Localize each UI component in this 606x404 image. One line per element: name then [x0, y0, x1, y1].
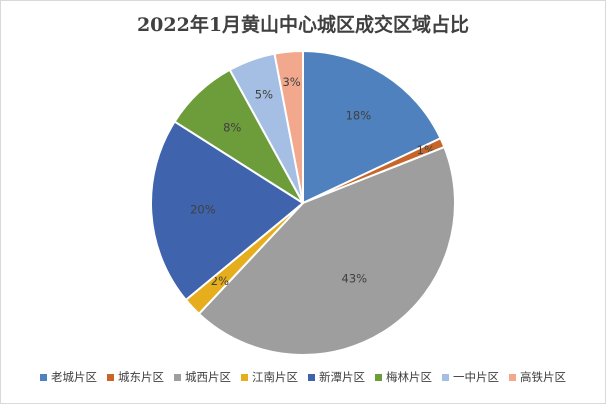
- chart-legend: 老城片区 城东片区 城西片区 江南片区 新潭片区 梅林片区 一中片区 高铁片区: [0, 369, 606, 385]
- slice-label-4: 2%: [211, 274, 229, 288]
- legend-item-8: 高铁片区: [509, 369, 566, 385]
- legend-item-1: 老城片区: [40, 369, 97, 385]
- legend-item-6: 梅林片区: [375, 369, 432, 385]
- legend-label: 梅林片区: [386, 370, 432, 384]
- legend-swatch: [241, 373, 248, 381]
- slice-label-6: 8%: [223, 121, 241, 135]
- legend-swatch: [174, 373, 181, 381]
- chart-title: 2022年1月黄山中心城区成交区域占比: [136, 14, 470, 36]
- legend-label: 一中片区: [453, 370, 499, 384]
- legend-item-4: 江南片区: [241, 369, 298, 385]
- pie-slice-1: [302, 49, 442, 205]
- pie-slice-5: [150, 120, 305, 302]
- legend-label: 高铁片区: [520, 370, 566, 384]
- legend-item-5: 新潭片区: [308, 369, 365, 385]
- legend-swatch: [509, 373, 516, 381]
- slice-label-7: 5%: [255, 87, 273, 101]
- legend-swatch: [442, 373, 449, 381]
- legend-label: 城西片区: [185, 370, 231, 384]
- legend-label: 江南片区: [252, 370, 298, 384]
- legend-label: 城东片区: [118, 370, 164, 384]
- slice-label-8: 3%: [282, 75, 300, 89]
- legend-swatch: [107, 373, 114, 381]
- slice-label-5: 20%: [190, 202, 216, 216]
- legend-item-7: 一中片区: [442, 369, 499, 385]
- pie-slice-3: [197, 145, 456, 356]
- slice-label-1: 18%: [346, 109, 372, 123]
- legend-label: 老城片区: [51, 370, 97, 384]
- legend-label: 新潭片区: [319, 370, 365, 384]
- pie-slice-8: [273, 49, 304, 204]
- legend-swatch: [308, 373, 315, 381]
- slice-label-3: 43%: [342, 271, 368, 285]
- legend-item-2: 城东片区: [107, 369, 164, 385]
- legend-item-3: 城西片区: [174, 369, 231, 385]
- legend-swatch: [40, 373, 47, 381]
- legend-swatch: [375, 373, 382, 381]
